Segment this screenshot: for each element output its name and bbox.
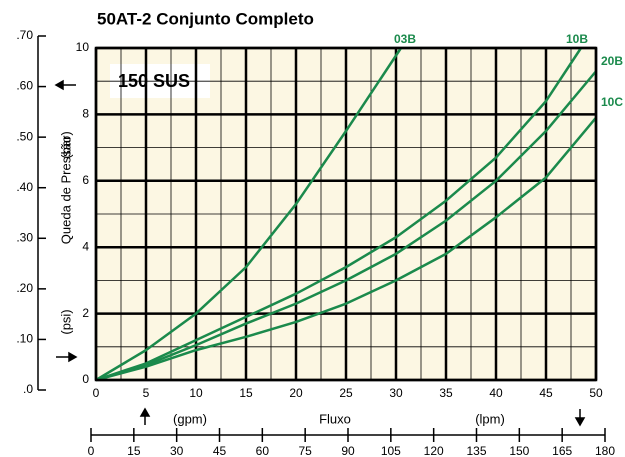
x-tick-label: 0 bbox=[93, 386, 100, 400]
x2-tick-label: 120 bbox=[424, 444, 444, 457]
x-tick-label: 25 bbox=[339, 386, 353, 400]
y2-tick-label: .30 bbox=[16, 230, 33, 244]
x-unit: (gpm) bbox=[173, 411, 207, 426]
y2-tick-label: .10 bbox=[16, 332, 33, 346]
y2-tick-label: .70 bbox=[16, 28, 33, 42]
y2-tick-label: .20 bbox=[16, 281, 33, 295]
plot-border bbox=[94, 46, 598, 382]
x-tick-label: 40 bbox=[489, 386, 503, 400]
series-line bbox=[95, 116, 597, 382]
x2-tick-label: 0 bbox=[88, 444, 95, 457]
series-label: 10B bbox=[566, 32, 588, 46]
x-axis-label: Fluxo bbox=[319, 411, 351, 426]
x2-tick-label: 135 bbox=[466, 444, 486, 457]
series-line bbox=[95, 70, 597, 382]
y-tick-label: 10 bbox=[76, 40, 90, 54]
x2-tick-label: 60 bbox=[256, 444, 270, 457]
x2-tick-label: 90 bbox=[341, 444, 355, 457]
series-line bbox=[95, 47, 583, 382]
y-tick-label: 6 bbox=[82, 173, 89, 187]
x2-tick-label: 150 bbox=[509, 444, 529, 457]
y-tick-label: 8 bbox=[82, 107, 89, 121]
x2-tick-label: 180 bbox=[595, 444, 615, 457]
x-tick-label: 10 bbox=[189, 386, 203, 400]
x2-tick-label: 165 bbox=[552, 444, 572, 457]
y-tick-label: 0 bbox=[82, 372, 89, 386]
x-tick-label: 20 bbox=[289, 386, 303, 400]
x-tick-label: 5 bbox=[143, 386, 150, 400]
x2-unit: (lpm) bbox=[475, 411, 505, 426]
series-label: 03B bbox=[394, 32, 416, 46]
chart-title: 50AT-2 Conjunto Completo bbox=[97, 9, 314, 28]
y-unit: (psi) bbox=[58, 309, 73, 334]
x-tick-label: 30 bbox=[389, 386, 403, 400]
x2-tick-label: 30 bbox=[170, 444, 184, 457]
x2-tick-label: 105 bbox=[381, 444, 401, 457]
x2-tick-label: 15 bbox=[127, 444, 141, 457]
series-label: 10C bbox=[601, 95, 623, 109]
y2-tick-label: .40 bbox=[16, 180, 33, 194]
annotation: 150 SUS bbox=[118, 71, 190, 91]
x-tick-label: 50 bbox=[589, 386, 603, 400]
y2-tick-label: .50 bbox=[16, 129, 33, 143]
x2-tick-label: 45 bbox=[213, 444, 227, 457]
y-tick-label: 4 bbox=[82, 239, 89, 253]
y-axis-label: Queda de Pressão bbox=[58, 136, 73, 244]
arrows bbox=[54, 79, 586, 427]
y2-tick-label: .0 bbox=[23, 382, 33, 396]
x-tick-label: 15 bbox=[239, 386, 253, 400]
x-tick-label: 35 bbox=[439, 386, 453, 400]
y-tick-label: 2 bbox=[82, 306, 89, 320]
series-line bbox=[95, 47, 403, 382]
y2-unit: (bar) bbox=[58, 131, 73, 158]
y2-tick-label: .60 bbox=[16, 79, 33, 93]
x2-tick-label: 75 bbox=[298, 444, 312, 457]
series-label: 20B bbox=[601, 54, 623, 68]
x-tick-label: 45 bbox=[539, 386, 553, 400]
